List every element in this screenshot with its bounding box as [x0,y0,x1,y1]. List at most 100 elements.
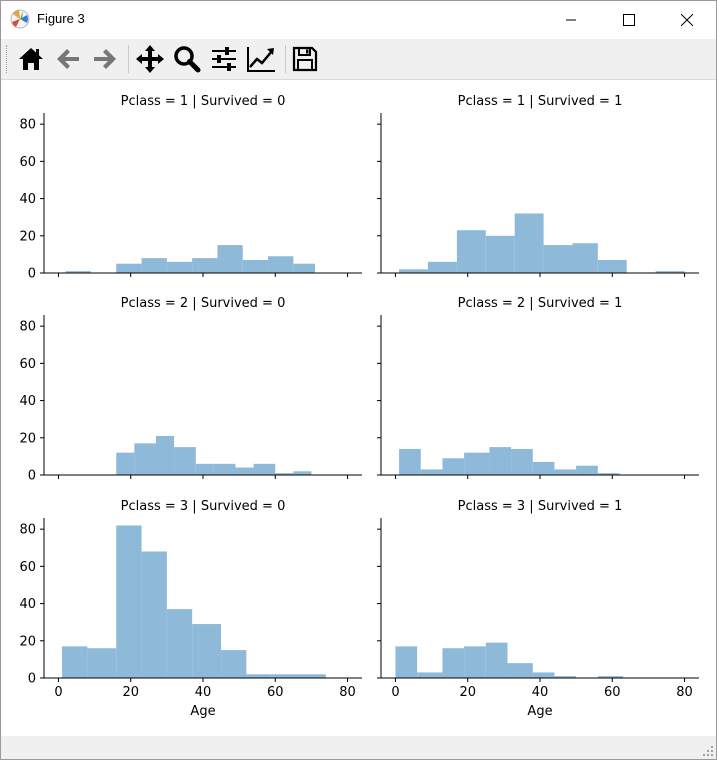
histogram-bar [235,467,254,475]
x-tick-label: 60 [267,685,284,700]
histogram-bar [399,448,421,475]
histogram-bar [221,650,247,678]
close-icon [681,14,693,26]
title-bar[interactable]: Figure 3 [1,1,716,39]
x-tick-label: 60 [604,685,621,700]
status-bar [1,736,716,759]
figure-canvas[interactable]: Pclass = 1 | Survived = 0 0 20 40 60 80 Pclass… [1,80,716,736]
y-tick-label: 80 [19,320,36,335]
histogram-bar [116,452,135,475]
histogram-bar [293,263,316,273]
facet-grid-figure: Pclass = 1 | Survived = 0 0 20 40 60 80 Pclass… [19,94,699,719]
subplots-config-icon [212,47,236,71]
histogram-bar [213,463,236,475]
x-axis-label: Age [527,704,552,719]
home-icon [19,48,43,70]
histogram-bar [576,465,598,475]
y-tick-label: 80 [19,118,36,133]
toolbar-separator [128,45,129,73]
y-tick-label: 60 [19,560,36,575]
histogram-bar [62,646,88,678]
histogram-bar [134,443,157,475]
minimize-button[interactable] [542,1,600,39]
histogram-bar [485,642,508,678]
forward-arrow-icon [94,49,116,69]
home-button[interactable] [14,43,48,75]
histogram-bar [275,473,294,475]
histogram-bar [464,452,490,475]
maximize-button[interactable] [600,1,658,39]
y-tick-label: 60 [19,357,36,372]
histogram-bar [554,469,577,475]
pan-button[interactable] [133,43,167,75]
histogram-bar [141,551,167,678]
zoom-button[interactable] [170,43,204,75]
histogram-bar [166,609,193,678]
y-tick-label: 40 [19,192,36,207]
y-tick-label: 40 [19,597,36,612]
x-tick-label: 0 [391,685,399,700]
histogram-bar [597,473,620,475]
back-button[interactable] [51,43,85,75]
x-tick-label: 0 [54,685,62,700]
x-tick-label: 40 [532,685,549,700]
subplots-config-button[interactable] [207,43,241,75]
zoom-icon [174,46,201,73]
histogram-bar [65,271,91,273]
histogram-bar [395,646,418,678]
histogram-bar [456,230,486,273]
histogram-bar [597,676,624,678]
panel-title: Pclass = 1 | Survived = 1 [458,94,623,109]
histogram-bar [417,672,443,678]
panel-title: Pclass = 2 | Survived = 0 [121,296,286,311]
edit-axes-button[interactable] [244,43,278,75]
x-axis-label: Age [190,704,215,719]
histogram-bar [399,269,428,273]
y-tick-label: 20 [19,634,36,649]
maximize-icon [623,14,635,26]
histogram-bar [427,261,457,273]
histogram-bar [156,435,175,475]
y-tick-label: 20 [19,229,36,244]
resize-grip-icon[interactable] [702,745,714,757]
histogram-bar [597,259,627,273]
histogram-bar [253,463,276,475]
histogram-bar [268,256,294,273]
forward-button[interactable] [88,43,122,75]
save-icon [292,46,318,72]
toolbar-grip[interactable] [6,45,10,73]
histogram-bar [554,676,577,678]
histogram-bar [543,245,573,273]
back-arrow-icon [57,49,79,69]
navigation-toolbar [1,39,716,80]
y-tick-label: 60 [19,155,36,170]
histogram-bar [507,663,533,678]
x-tick-label: 80 [676,685,693,700]
histogram-bar [195,463,214,475]
histogram-bar [442,648,465,678]
histogram-bar [192,624,222,678]
histogram-bar [464,646,486,678]
histogram-bar [116,525,142,678]
x-tick-label: 20 [459,685,476,700]
histogram-bar [166,261,193,273]
histogram-bar [655,271,685,273]
save-button[interactable] [288,43,322,75]
y-tick-label: 40 [19,394,36,409]
window-title: Figure 3 [37,11,85,26]
histogram-bar [116,263,142,273]
panel-title: Pclass = 3 | Survived = 1 [458,499,623,514]
x-tick-label: 40 [195,685,212,700]
toolbar-separator [285,45,286,73]
histogram-bar [514,213,544,273]
close-button[interactable] [658,1,716,39]
histogram-bar [87,648,117,678]
x-tick-label: 80 [339,685,356,700]
panel-title: Pclass = 3 | Survived = 0 [121,499,286,514]
histogram-bar [271,674,297,678]
edit-axes-icon [247,47,275,72]
histogram-bar [141,258,167,273]
histogram-bar [442,458,465,475]
y-tick-label: 80 [19,523,36,538]
